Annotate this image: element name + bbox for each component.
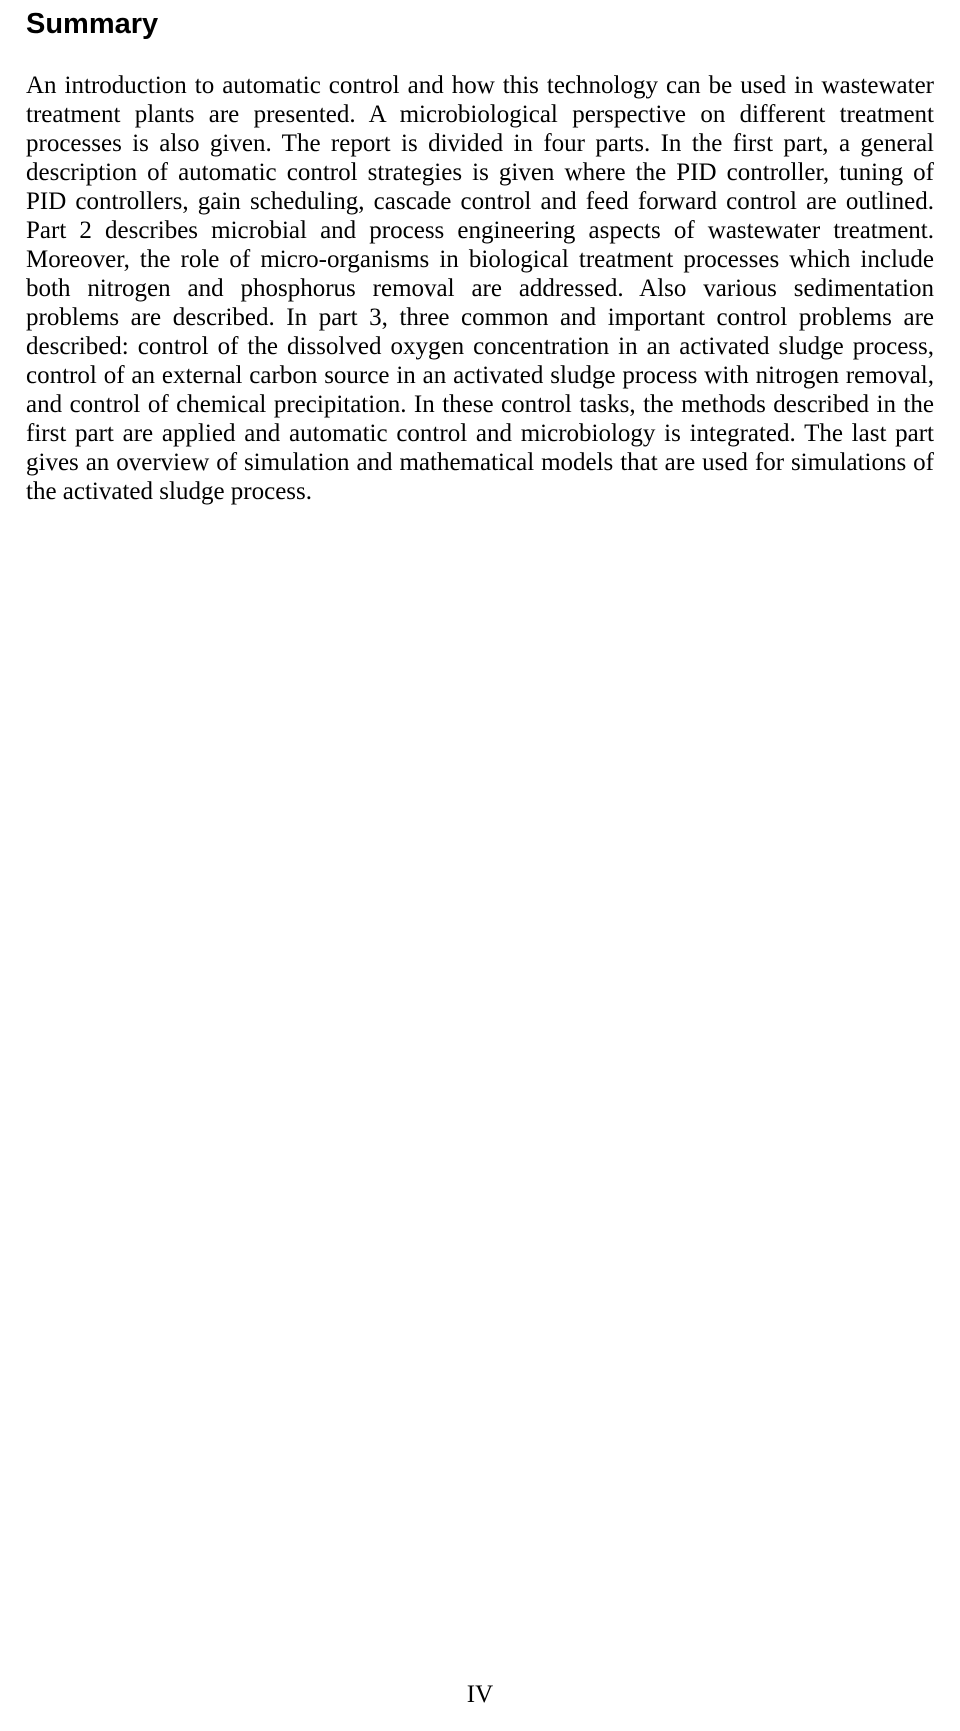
section-heading: Summary	[26, 8, 934, 41]
page-number: IV	[0, 1681, 960, 1709]
summary-paragraph: An introduction to automatic control and…	[26, 71, 934, 506]
document-page: Summary An introduction to automatic con…	[0, 0, 960, 1731]
